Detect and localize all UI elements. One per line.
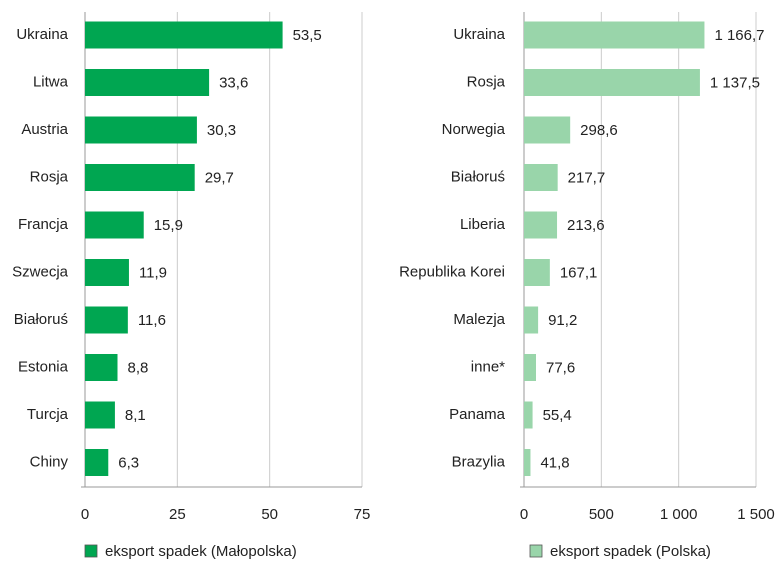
- value-label: 167,1: [560, 264, 598, 281]
- value-label: 213,6: [567, 217, 605, 234]
- x-tick-label: 25: [169, 506, 186, 523]
- legend-swatch: [84, 544, 98, 558]
- value-label: 11,6: [138, 312, 166, 329]
- x-tick-label: 75: [354, 506, 371, 523]
- value-label: 91,2: [548, 312, 577, 329]
- x-tick-label: 1 000: [660, 506, 698, 523]
- category-label: Estonia: [18, 358, 69, 375]
- bar: [85, 306, 128, 334]
- bar: [524, 259, 550, 286]
- x-tick-label: 1 500: [737, 506, 775, 523]
- value-label: 11,9: [139, 264, 167, 281]
- bar: [524, 116, 571, 144]
- legend-label: eksport spadek (Małopolska): [105, 543, 297, 560]
- legend-label: eksport spadek (Polska): [550, 543, 711, 560]
- x-tick-label: 50: [261, 506, 278, 523]
- legend-swatch: [529, 544, 543, 558]
- category-label: Malezja: [453, 311, 505, 328]
- bar: [85, 401, 115, 429]
- bar: [85, 21, 283, 49]
- value-label: 30,3: [207, 122, 236, 139]
- bar: [85, 354, 118, 381]
- value-label: 8,1: [125, 407, 146, 424]
- category-label: Brazylia: [452, 453, 506, 470]
- bar: [85, 211, 144, 239]
- bar: [85, 164, 195, 191]
- category-label: Szwecja: [12, 263, 69, 280]
- value-label: 15,9: [154, 217, 183, 234]
- value-label: 41,8: [540, 454, 569, 471]
- value-label: 53,5: [293, 27, 322, 44]
- category-label: Panama: [449, 406, 506, 423]
- bar: [85, 259, 129, 286]
- category-label: Białoruś: [14, 311, 68, 328]
- category-label: Republika Korei: [399, 263, 505, 280]
- bar: [524, 211, 558, 239]
- value-label: 217,7: [568, 169, 606, 186]
- category-label: Turcja: [27, 406, 69, 423]
- x-tick-label: 500: [589, 506, 614, 523]
- value-label: 29,7: [205, 169, 234, 186]
- category-label: Ukraina: [453, 26, 505, 43]
- category-label: Francja: [18, 216, 69, 233]
- bar: [524, 164, 558, 191]
- value-label: 77,6: [546, 359, 575, 376]
- category-label: inne*: [471, 358, 505, 375]
- category-label: Chiny: [30, 453, 69, 470]
- value-label: 1 166,7: [714, 27, 764, 44]
- value-label: 298,6: [580, 122, 618, 139]
- bar: [524, 354, 537, 381]
- bar: [85, 449, 109, 476]
- category-label: Białoruś: [451, 168, 505, 185]
- bar: [524, 21, 705, 49]
- category-label: Liberia: [460, 216, 506, 233]
- x-tick-label: 0: [520, 506, 528, 523]
- value-label: 55,4: [543, 407, 572, 424]
- category-label: Austria: [21, 121, 68, 138]
- value-label: 33,6: [219, 74, 248, 91]
- value-label: 6,3: [118, 454, 139, 471]
- value-label: 1 137,5: [710, 74, 760, 91]
- bar: [85, 69, 210, 96]
- bar: [524, 401, 533, 429]
- category-label: Rosja: [467, 73, 506, 90]
- value-label: 8,8: [128, 359, 149, 376]
- category-label: Ukraina: [16, 26, 68, 43]
- category-label: Norwegia: [442, 121, 506, 138]
- bar: [524, 69, 700, 96]
- bar: [524, 449, 531, 476]
- bar: [524, 306, 539, 334]
- category-label: Litwa: [33, 73, 69, 90]
- bar: [85, 116, 197, 144]
- x-tick-label: 0: [81, 506, 89, 523]
- category-label: Rosja: [30, 168, 69, 185]
